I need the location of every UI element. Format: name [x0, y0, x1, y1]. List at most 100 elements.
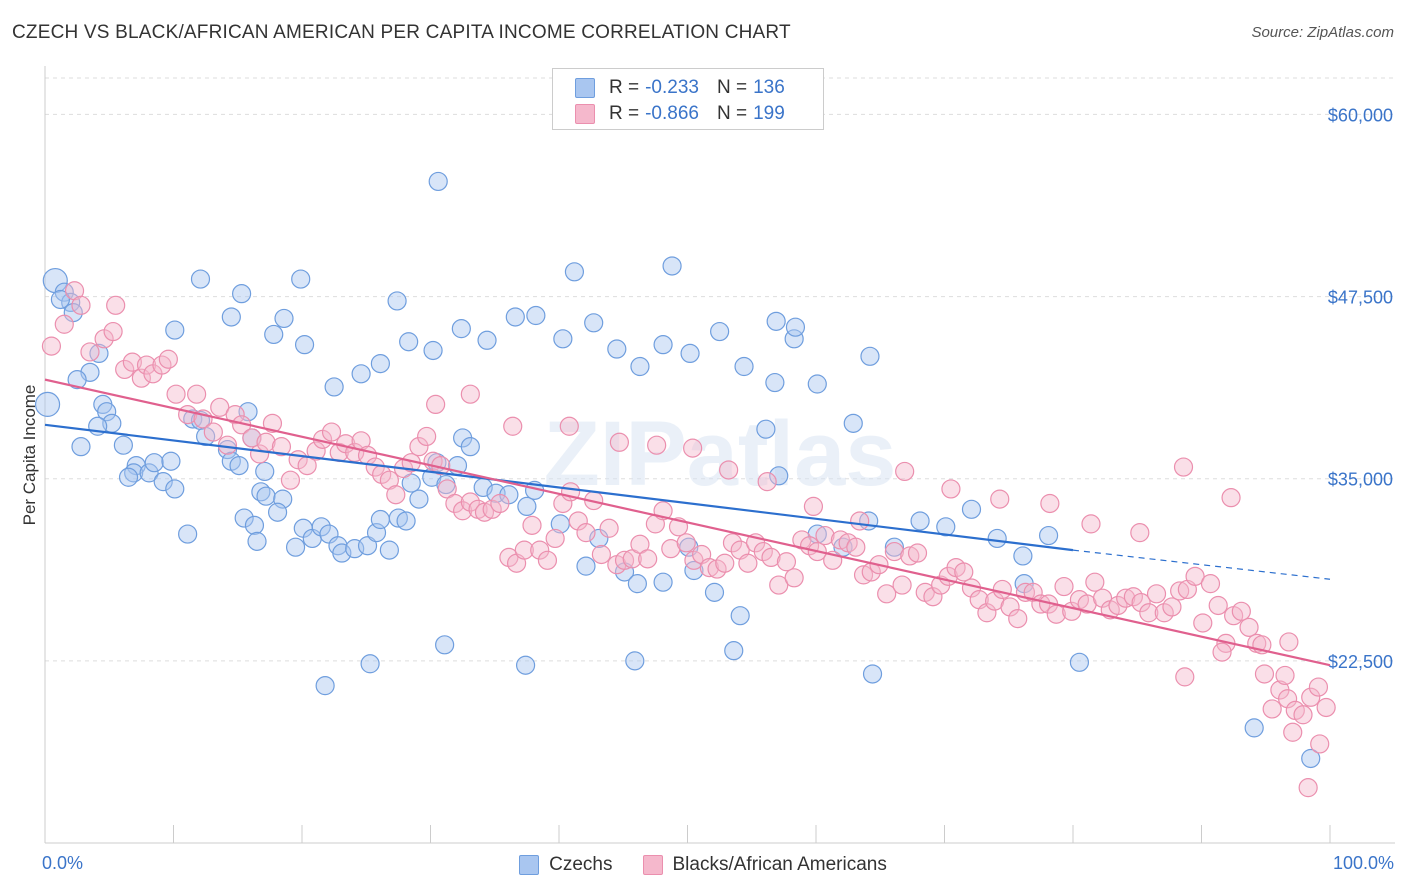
black-point: [719, 460, 739, 480]
czechs-point: [153, 472, 173, 492]
black-point: [1123, 587, 1143, 607]
r-value-czechs: -0.233: [645, 77, 699, 98]
source-label: Source: ZipAtlas.com: [1251, 24, 1394, 41]
legend-label-czechs: Czechs: [549, 854, 613, 875]
black-point: [683, 438, 703, 458]
czechs-points: [34, 171, 1321, 769]
black-point: [769, 575, 789, 595]
black-legend-swatch: [642, 855, 663, 875]
czechs-point: [860, 346, 880, 366]
black-point: [225, 405, 245, 425]
czechs-point: [576, 556, 596, 576]
czechs-point: [653, 572, 673, 592]
czechs-point: [71, 437, 91, 457]
czechs-point: [234, 508, 254, 528]
czechs-point: [244, 515, 265, 535]
czechs-point: [730, 606, 750, 626]
black-point: [280, 470, 301, 490]
black-point: [490, 493, 510, 514]
black-point: [41, 336, 62, 356]
czechs-point: [311, 517, 331, 537]
black-point: [1185, 566, 1205, 586]
black-point: [1139, 603, 1159, 623]
black-point: [757, 472, 777, 492]
black-point: [895, 461, 915, 482]
black-point: [210, 397, 230, 417]
czechs-point: [987, 528, 1007, 549]
black-point: [1173, 457, 1194, 477]
czechs-point: [435, 635, 455, 655]
black-point: [306, 441, 326, 461]
black-point: [1262, 699, 1282, 719]
black-point: [738, 553, 758, 573]
czechs-point: [756, 419, 776, 439]
black-point: [1298, 778, 1318, 798]
y-tick-label: $22,500: [1328, 652, 1393, 672]
black-point: [417, 426, 437, 447]
black-point: [941, 479, 961, 499]
black-point: [591, 544, 612, 565]
czechs-point: [315, 676, 335, 696]
czechs-point: [256, 486, 276, 506]
black-point: [1146, 584, 1167, 604]
black-point: [1277, 689, 1298, 709]
czechs-point: [460, 437, 480, 457]
czechs-point: [217, 439, 238, 460]
black-point: [103, 321, 123, 342]
legend-label-black: Blacks/African Americans: [672, 854, 887, 875]
black-point: [203, 422, 223, 442]
czechs-point: [332, 543, 352, 563]
black-point: [647, 435, 667, 455]
czechs-point: [388, 508, 408, 528]
black-point: [1040, 493, 1060, 514]
x-tick-label-min: 0.0%: [42, 853, 84, 873]
black-point: [784, 568, 804, 588]
czechs-point: [144, 453, 164, 473]
black-point: [614, 550, 635, 570]
czechs-trend-line: [44, 423, 1074, 552]
black-point: [1239, 617, 1259, 637]
black-point: [568, 511, 588, 531]
black-point: [460, 384, 480, 404]
black-point: [907, 543, 928, 563]
czechs-point: [165, 479, 185, 499]
black-point: [977, 603, 997, 623]
black-point: [522, 515, 542, 535]
black-point: [545, 528, 565, 549]
czechs-point: [396, 511, 416, 531]
czechs-point: [1038, 525, 1059, 546]
black-point: [1308, 677, 1329, 697]
black-point: [158, 349, 178, 369]
black-point: [1081, 514, 1101, 534]
legend-item-black: Blacks/African Americans: [642, 854, 887, 876]
czechs-point: [515, 655, 536, 675]
czechs-point: [584, 313, 604, 333]
czechs-legend-swatch: [519, 855, 540, 875]
axes: [44, 66, 1395, 844]
black-point: [445, 493, 465, 514]
czechs-point: [255, 461, 275, 482]
black-point: [537, 550, 558, 570]
black-point: [900, 546, 920, 566]
n-value-black: 199: [753, 103, 785, 124]
czechs-point: [630, 356, 650, 377]
czechs-point: [379, 540, 399, 560]
black-point: [707, 559, 727, 579]
czechs-point: [370, 354, 390, 374]
black-point: [599, 518, 619, 538]
black-point: [990, 489, 1010, 509]
czechs-point: [653, 335, 673, 355]
black-trend-line: [44, 378, 1331, 667]
black-point: [1008, 608, 1028, 629]
black-point: [499, 547, 519, 568]
black-point: [715, 553, 735, 573]
czechs-point: [1013, 546, 1033, 566]
black-point: [722, 533, 743, 553]
czechs-point: [627, 574, 647, 594]
czechs-point: [221, 307, 241, 327]
czechs-point: [766, 311, 786, 331]
black-point: [71, 295, 91, 315]
black-point: [514, 540, 534, 560]
black-point: [1023, 582, 1043, 602]
black-point: [846, 537, 866, 557]
